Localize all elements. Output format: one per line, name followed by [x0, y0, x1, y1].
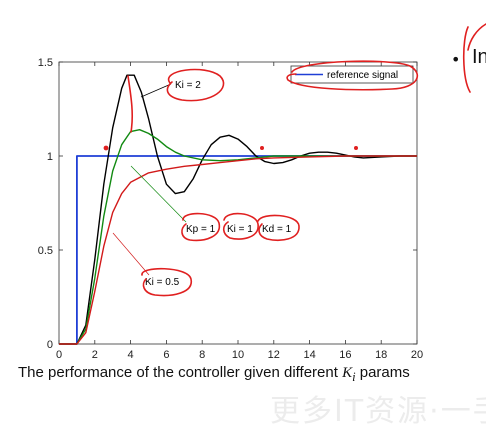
ink-loop-kd1	[257, 214, 300, 242]
x-tick-label: 18	[375, 349, 387, 360]
annotation-ki2: Ki = 2	[175, 80, 201, 91]
x-tick-label: 20	[411, 349, 423, 360]
ink-loop-ki2	[166, 68, 225, 102]
y-tick-label: 0.5	[38, 245, 53, 257]
axis-ticks: 0 2 4 6 8 10 12 14 16 18 20 0 0.5 1 1.5	[38, 57, 423, 360]
ink-loop-ki05	[141, 267, 192, 297]
x-tick-label: 2	[92, 349, 98, 360]
side-text: In	[472, 46, 486, 68]
ink-loop-kp1	[181, 212, 221, 242]
x-tick-label: 10	[232, 349, 244, 360]
x-tick-label: 0	[56, 349, 62, 360]
series-layer	[59, 74, 417, 345]
watermark: 更多IT资源·一手	[270, 394, 486, 429]
annotation-kp1: Kp = 1	[186, 224, 216, 235]
annotation-ki05: Ki = 0.5	[145, 277, 180, 288]
step-response-chart: 0 2 4 6 8 10 12 14 16 18 20 0 0.5 1 1.5 reference sign…	[38, 23, 486, 360]
legend: reference signal	[290, 65, 414, 84]
caption-suffix: params	[355, 364, 410, 381]
y-tick-label: 1.5	[38, 57, 53, 69]
ink-loop-ki1	[222, 212, 259, 240]
x-tick-label: 4	[128, 349, 134, 360]
x-tick-label: 8	[199, 349, 205, 360]
annotation-ki1: Ki = 1	[227, 224, 253, 235]
ink-side-mark	[462, 23, 486, 93]
pointer-ki2	[140, 83, 172, 98]
y-tick-label: 0	[47, 339, 53, 351]
caption-math-subscript: i	[352, 370, 356, 384]
pointer-ki05	[112, 232, 150, 276]
series-line-ki2	[59, 74, 417, 345]
y-tick-label: 1	[47, 151, 53, 163]
series-line-ki1	[59, 128, 417, 345]
ink-dot	[103, 145, 109, 151]
x-tick-label: 16	[339, 349, 351, 360]
bullet-icon: •	[451, 50, 461, 69]
caption-text: The performance of the controller given …	[18, 364, 343, 381]
annotations: Ki = 2 Kp = 1 Ki = 1 Kd = 1 Ki = 0.5	[112, 80, 292, 288]
handwritten-annotations	[127, 23, 486, 297]
plot-area	[58, 61, 418, 345]
ink-dot	[354, 146, 358, 150]
x-tick-label: 14	[303, 349, 315, 360]
caption-math-symbol: K	[342, 365, 353, 381]
ink-dots	[103, 145, 358, 151]
caption-math: Ki	[342, 365, 356, 384]
series-line-ki05	[59, 155, 417, 345]
annotation-kd1: Kd = 1	[262, 224, 292, 235]
ink-loop-legend	[286, 60, 419, 91]
ink-peak-mark	[127, 75, 134, 133]
x-tick-label: 6	[163, 349, 169, 360]
ink-dot	[260, 146, 264, 150]
legend-label-reference: reference signal	[327, 70, 398, 81]
x-tick-label: 12	[268, 349, 280, 360]
figure-caption: The performance of the controller given …	[18, 364, 410, 385]
pointer-kp1	[130, 165, 187, 223]
